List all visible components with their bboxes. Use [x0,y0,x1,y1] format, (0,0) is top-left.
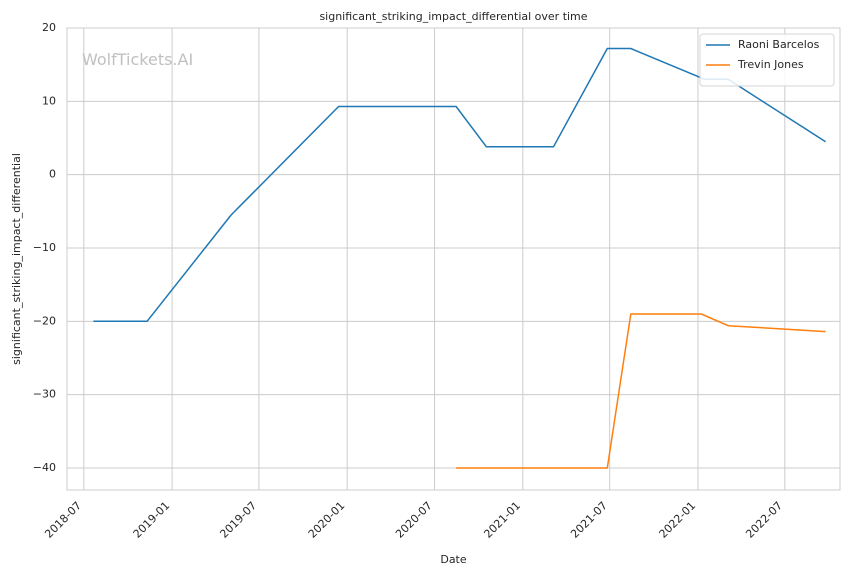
legend: Raoni Barcelos Trevin Jones [699,33,835,87]
chart-title: significant_striking_impact_differential… [319,10,587,23]
legend-box [699,33,835,87]
x-tick-label: 2020-01 [306,499,348,541]
legend-label: Raoni Barcelos [738,38,820,51]
x-tick-label: 2019-07 [217,499,259,541]
y-tick-label: −10 [33,241,56,254]
series-line [93,47,827,323]
y-tick-label: 0 [49,168,56,181]
legend-label: Trevin Jones [737,58,804,71]
y-tick-label: −40 [33,461,56,474]
x-axis-label: Date [440,553,467,566]
y-tick-labels: 20 10 0 −10 −20 −30 −40 [33,21,56,474]
y-tick-label: −30 [33,388,56,401]
x-tick-label: 2022-01 [657,499,699,541]
y-axis-label: significant_striking_impact_differential [10,153,23,365]
x-tick-label: 2019-01 [131,499,173,541]
series-line [456,313,826,469]
watermark: WolfTickets.AI [82,50,193,69]
x-tick-labels: 2018-07 2019-01 2019-07 2020-01 2020-07 2021-… [42,499,785,541]
x-tick-label: 2022-07 [743,499,785,541]
series-lines [93,47,827,469]
grid-lines [67,27,840,490]
x-tick-label: 2021-07 [568,499,610,541]
x-tick-label: 2018-07 [42,499,84,541]
y-tick-label: 20 [42,21,56,34]
x-tick-label: 2020-07 [393,499,435,541]
y-tick-label: 10 [42,94,56,107]
y-tick-label: −20 [33,314,56,327]
x-tick-label: 2021-01 [481,499,523,541]
plot-frame [66,27,841,491]
